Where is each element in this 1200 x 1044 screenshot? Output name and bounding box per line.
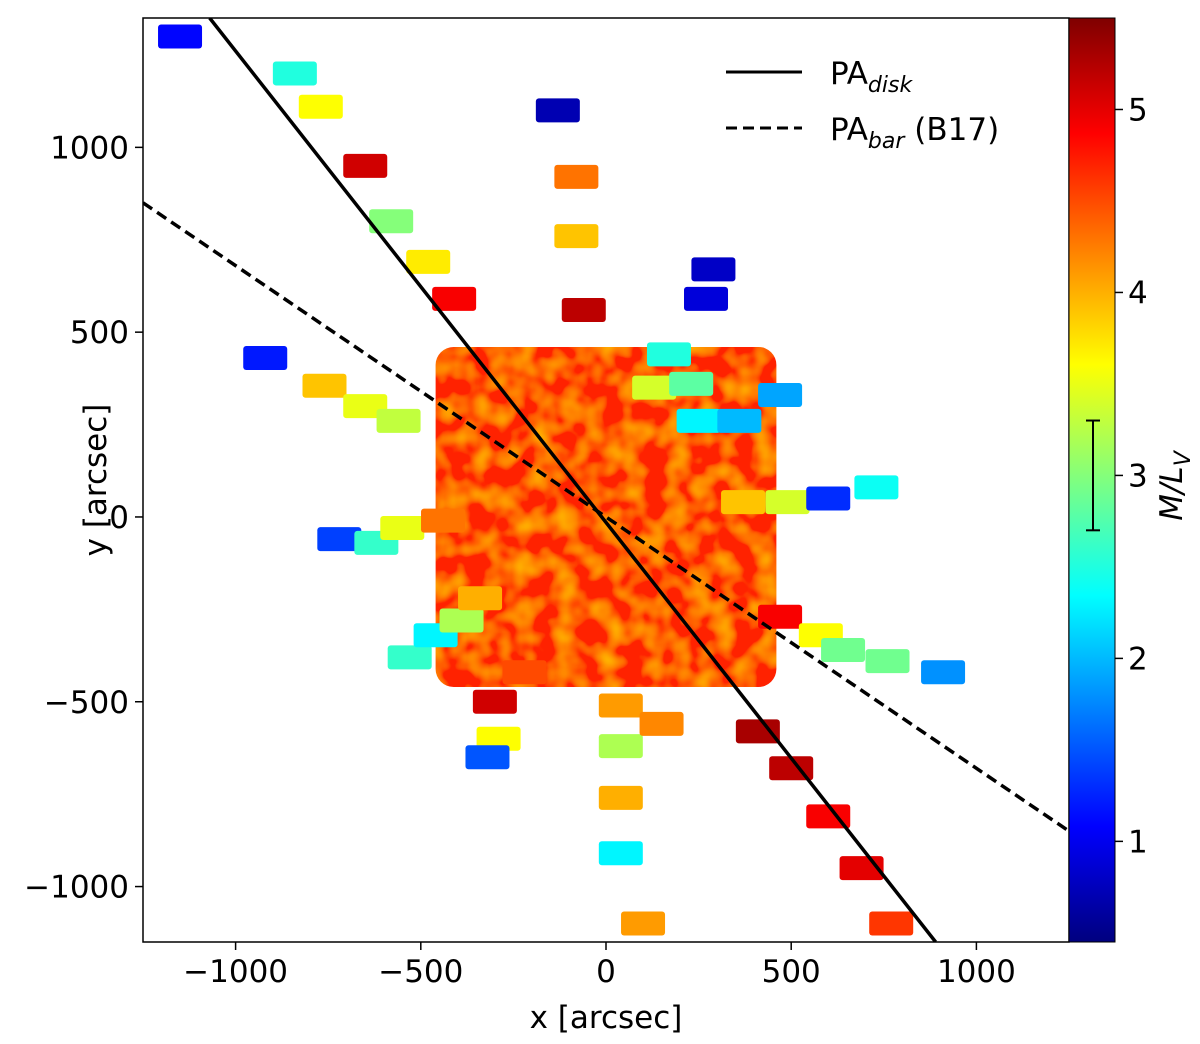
line-pa-disk xyxy=(208,18,938,942)
legend-label-disk: PAdisk xyxy=(830,56,913,98)
x-tick-label-0: −1000 xyxy=(183,954,288,990)
colorbar-tick-label-3: 4 xyxy=(1128,275,1148,311)
field-point-38 xyxy=(758,382,803,407)
field-point-25 xyxy=(554,224,599,249)
y-tick-label-2: 0 xyxy=(109,500,129,536)
colorbar-tick-label-1: 2 xyxy=(1128,641,1148,677)
field-point-36 xyxy=(676,408,721,433)
colorbar-tick-label-2: 3 xyxy=(1128,458,1148,494)
field-point-54 xyxy=(869,911,914,936)
field-point-15 xyxy=(387,645,432,670)
colorbar: 1 2 3 4 5 M/LV xyxy=(1068,17,1196,943)
field-point-40 xyxy=(684,286,729,311)
field-point-18 xyxy=(458,586,503,611)
field-point-34 xyxy=(632,375,677,400)
y-tick-label-4: 1000 xyxy=(50,130,129,166)
x-tick-label-3: 500 xyxy=(762,954,821,990)
colorbar-ticks: 1 2 3 4 5 xyxy=(1115,92,1148,860)
field-point-48 xyxy=(865,649,910,674)
x-axis-ticks: −1000 −500 0 500 1000 xyxy=(183,942,1016,990)
central-region-mosaic xyxy=(435,346,777,687)
field-point-31 xyxy=(639,711,684,736)
field-point-22 xyxy=(502,660,547,685)
field-point-21 xyxy=(465,745,510,770)
field-point-19 xyxy=(472,689,517,714)
pointing-fields-group xyxy=(158,24,966,936)
field-point-24 xyxy=(554,164,599,189)
x-tick-label-2: 0 xyxy=(596,954,616,990)
field-point-47 xyxy=(821,638,866,663)
field-point-28 xyxy=(598,785,643,810)
field-point-52 xyxy=(806,804,851,829)
position-angle-lines xyxy=(143,18,1069,942)
field-point-33 xyxy=(646,342,691,367)
y-tick-label-0: −1000 xyxy=(24,870,129,906)
colorbar-tick-label-0: 1 xyxy=(1128,824,1148,860)
field-point-0 xyxy=(158,24,203,49)
field-point-6 xyxy=(432,286,477,311)
plot-area xyxy=(143,18,1069,942)
field-point-37 xyxy=(717,408,762,433)
field-point-20 xyxy=(476,726,521,751)
y-tick-label-1: −500 xyxy=(44,685,129,721)
legend: PAdisk PAbar (B17) xyxy=(726,56,999,154)
field-point-7 xyxy=(243,346,288,371)
x-tick-label-4: 1000 xyxy=(937,954,1016,990)
field-point-4 xyxy=(369,209,414,234)
field-point-45 xyxy=(758,604,803,629)
field-point-41 xyxy=(721,490,766,515)
field-point-3 xyxy=(343,153,388,178)
field-point-29 xyxy=(598,841,643,866)
colorbar-gradient xyxy=(1068,17,1116,943)
field-point-32 xyxy=(561,297,606,322)
central-region-group xyxy=(435,346,777,687)
field-point-30 xyxy=(621,911,666,936)
field-point-1 xyxy=(272,61,317,86)
field-point-43 xyxy=(806,486,851,511)
field-point-13 xyxy=(380,516,425,541)
field-point-50 xyxy=(735,719,780,744)
x-tick-label-1: −500 xyxy=(378,954,463,990)
field-point-42 xyxy=(765,490,810,515)
field-point-49 xyxy=(921,660,966,685)
field-point-11 xyxy=(317,527,362,552)
field-point-27 xyxy=(598,734,643,759)
colorbar-tick-label-4: 5 xyxy=(1128,92,1148,128)
field-point-5 xyxy=(406,249,451,274)
field-point-26 xyxy=(598,693,643,718)
y-axis-title: y [arcsec] xyxy=(78,404,114,557)
field-point-23 xyxy=(535,98,580,123)
field-point-9 xyxy=(343,394,388,419)
y-axis-ticks: −1000 −500 0 500 1000 xyxy=(24,130,143,906)
field-point-44 xyxy=(854,475,899,500)
field-point-39 xyxy=(691,257,736,282)
legend-label-bar: PAbar (B17) xyxy=(830,112,999,154)
x-axis-title: x [arcsec] xyxy=(530,1000,683,1036)
field-point-35 xyxy=(669,371,714,396)
colorbar-error-bar xyxy=(1086,419,1100,532)
colorbar-title: M/LV xyxy=(1154,449,1196,520)
field-point-2 xyxy=(298,94,343,119)
field-point-8 xyxy=(302,373,347,398)
field-point-17 xyxy=(439,608,484,633)
field-point-10 xyxy=(376,408,421,433)
y-tick-label-3: 500 xyxy=(70,315,129,351)
field-point-14 xyxy=(421,508,466,533)
